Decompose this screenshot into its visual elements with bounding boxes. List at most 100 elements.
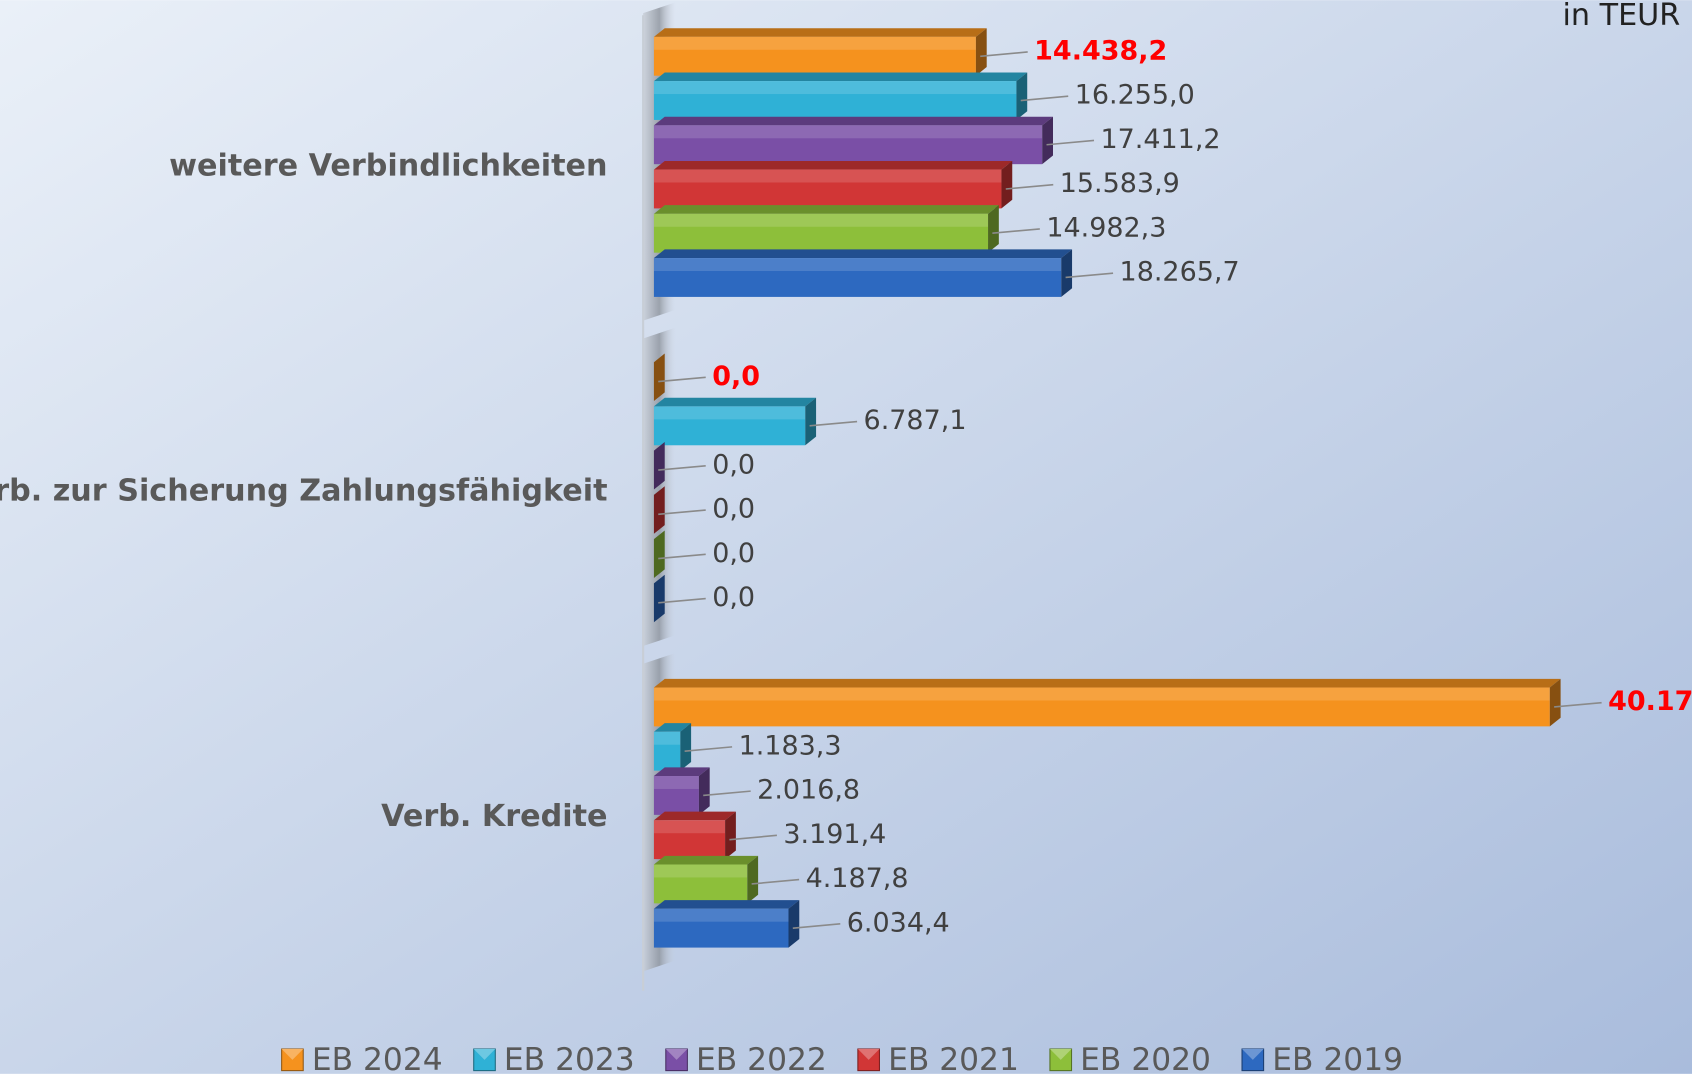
bar	[653, 125, 1043, 165]
bar	[653, 81, 1017, 120]
leader-line	[658, 597, 706, 604]
bar-side	[653, 530, 665, 579]
leader-line	[751, 878, 800, 885]
bar-top	[653, 116, 1054, 126]
bar-side	[653, 353, 665, 402]
leader-line	[1554, 701, 1602, 708]
value-label: 14.438,2	[1034, 35, 1167, 66]
legend-label: EB 2019	[1272, 1042, 1403, 1074]
category-label: Verb. Kredite	[381, 799, 607, 834]
bar	[653, 908, 789, 948]
leader-line	[980, 51, 1028, 58]
leader-line	[703, 790, 751, 797]
bar-side	[988, 205, 999, 253]
bar	[653, 687, 1550, 727]
bar	[653, 36, 976, 76]
legend-label: EB 2022	[696, 1042, 827, 1074]
bar-top	[653, 900, 800, 909]
category-label: weitere Verbindlichkeiten	[169, 148, 607, 183]
leader-line	[1020, 95, 1069, 102]
bar-top	[653, 678, 1561, 688]
value-label: 15.583,9	[1060, 168, 1180, 199]
bar-highlight	[653, 258, 1062, 272]
bar	[653, 258, 1062, 297]
leader-line	[658, 553, 706, 560]
legend-label: EB 2023	[504, 1042, 635, 1074]
bar-highlight	[653, 213, 989, 227]
bar-top	[653, 205, 999, 214]
bar-side	[653, 442, 665, 490]
bar-highlight	[653, 731, 681, 745]
value-label: 2.016,8	[757, 775, 860, 806]
leader-line	[792, 923, 841, 929]
leader-line	[1005, 183, 1054, 190]
bar-top	[653, 249, 1073, 259]
value-label: 17.411,2	[1100, 124, 1220, 155]
leader-line	[1065, 272, 1114, 279]
bar-top	[653, 723, 692, 732]
subtitle: in TEUR	[1563, 0, 1681, 33]
bar	[653, 776, 699, 815]
value-label: 14.982,3	[1046, 212, 1166, 243]
bar-top	[653, 160, 1013, 170]
value-label: 0,0	[712, 582, 755, 613]
bar-side	[1061, 249, 1073, 297]
legend-label: EB 2021	[888, 1042, 1019, 1074]
bar	[653, 820, 726, 860]
legend-label: EB 2024	[312, 1042, 443, 1074]
bar-side	[653, 486, 665, 534]
leader-line	[1046, 139, 1095, 146]
legend-swatch-top	[281, 1049, 304, 1060]
bar	[653, 406, 806, 446]
bar-side	[805, 397, 817, 446]
bar-highlight	[653, 820, 726, 834]
bar-top	[653, 28, 987, 37]
bar-side	[1001, 160, 1013, 209]
bar-side	[725, 811, 736, 860]
legend-label: EB 2020	[1080, 1042, 1211, 1074]
value-label: 0,0	[712, 538, 755, 569]
bar-highlight	[653, 864, 748, 878]
bar-side	[1549, 678, 1561, 727]
bar-side	[1042, 116, 1054, 165]
value-label: 0,0	[712, 361, 760, 392]
legend-swatch-top	[1049, 1049, 1072, 1060]
bar-highlight	[653, 169, 1002, 183]
bar-top	[653, 397, 817, 407]
legend-swatch-top	[857, 1049, 880, 1060]
bar-side	[653, 574, 665, 623]
value-label: 0,0	[712, 494, 755, 525]
bar-highlight	[653, 81, 1017, 95]
leader-line	[729, 834, 777, 841]
bar-highlight	[653, 908, 789, 922]
category-label: Verb. zur Sicherung Zahlungsfähigkeit	[0, 474, 608, 509]
bar-side	[975, 28, 987, 76]
leader-line	[658, 376, 706, 383]
bar-highlight	[653, 36, 976, 50]
bar-top	[653, 811, 736, 821]
value-label: 1.183,3	[739, 730, 842, 761]
bar-top	[653, 72, 1028, 82]
bar-side	[698, 767, 710, 815]
value-label: 3.191,4	[783, 819, 886, 850]
value-label: 0,0	[712, 449, 755, 480]
bar-highlight	[653, 125, 1043, 139]
leader-line	[658, 509, 706, 516]
bar	[653, 213, 989, 253]
bar-highlight	[653, 406, 806, 420]
value-label: 6.034,4	[847, 907, 950, 938]
bar-highlight	[653, 687, 1550, 701]
bar	[653, 169, 1002, 209]
leader-line	[684, 746, 733, 753]
value-label: 4.187,8	[806, 863, 909, 894]
leader-line	[992, 228, 1040, 235]
leader-line	[658, 464, 706, 471]
bar-top	[653, 855, 759, 865]
value-label: 40.172,8	[1608, 686, 1692, 717]
leader-line	[809, 420, 858, 427]
legend-swatch-top	[665, 1049, 688, 1060]
value-label: 16.255,0	[1075, 80, 1195, 111]
legend-swatch-top	[1242, 1049, 1264, 1060]
value-label: 6.787,1	[864, 405, 967, 436]
